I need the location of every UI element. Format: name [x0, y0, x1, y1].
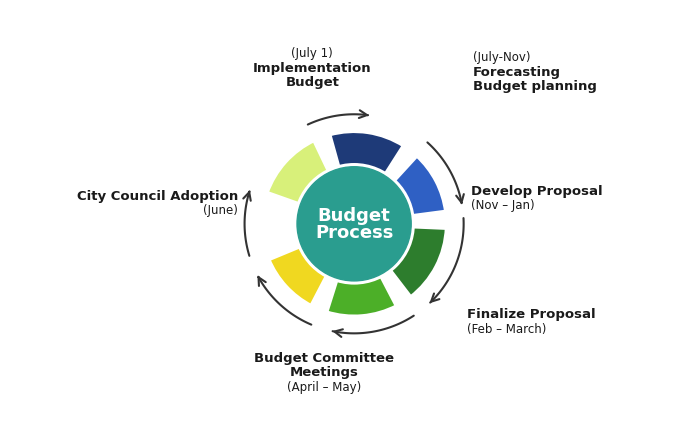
Text: Implementation: Implementation [253, 62, 372, 75]
Wedge shape [329, 131, 404, 175]
Text: Forecasting: Forecasting [473, 66, 561, 79]
Text: City Council Adoption: City Council Adoption [77, 190, 238, 203]
Text: Budget: Budget [318, 207, 391, 225]
Text: Meetings: Meetings [290, 366, 359, 379]
Wedge shape [267, 140, 329, 204]
Text: (July-Nov): (July-Nov) [473, 51, 531, 64]
Circle shape [297, 167, 411, 281]
Text: (April – May): (April – May) [287, 381, 361, 394]
Wedge shape [393, 155, 446, 216]
Text: Budget: Budget [286, 76, 340, 89]
Text: (July 1): (July 1) [291, 47, 333, 60]
Text: Budget Committee: Budget Committee [254, 352, 394, 365]
Wedge shape [389, 226, 447, 297]
Text: Finalize Proposal: Finalize Proposal [468, 308, 596, 321]
Text: (Feb – March): (Feb – March) [468, 322, 547, 335]
Text: Budget planning: Budget planning [473, 80, 597, 93]
Text: (Nov – Jan): (Nov – Jan) [471, 200, 535, 212]
Text: Develop Proposal: Develop Proposal [471, 185, 603, 198]
Text: Process: Process [315, 224, 393, 242]
Wedge shape [326, 275, 397, 317]
Wedge shape [268, 246, 328, 306]
Text: (June): (June) [203, 204, 238, 217]
